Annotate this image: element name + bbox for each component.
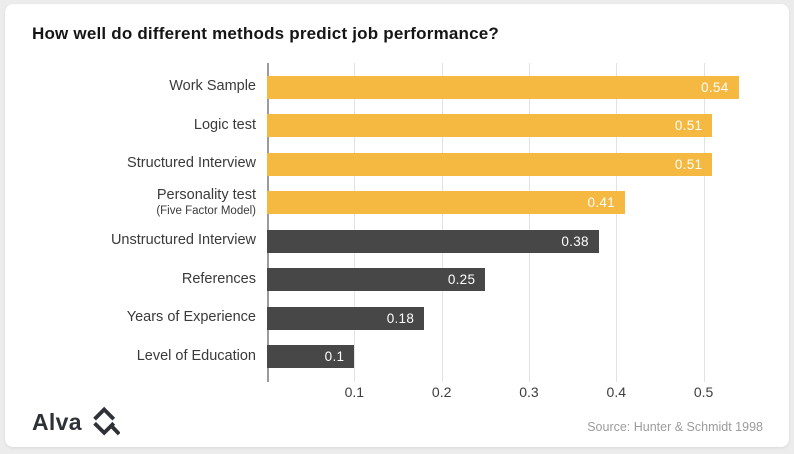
category-label-text: Personality test bbox=[156, 186, 256, 203]
category-label: Logic test bbox=[32, 107, 267, 146]
category-sublabel-text: (Five Factor Model) bbox=[156, 204, 256, 217]
category-labels-column: Work Sample Logic test Structured Intervie… bbox=[32, 68, 267, 376]
category-label: Unstructured Interview bbox=[32, 222, 267, 261]
alva-logo: Alva bbox=[32, 406, 120, 438]
bar-row: 0.51 bbox=[267, 145, 763, 184]
bar-value-label: 0.54 bbox=[701, 79, 729, 95]
bar-value-label: 0.18 bbox=[386, 310, 415, 326]
bar: 0.51 bbox=[267, 114, 713, 138]
bar: 0.41 bbox=[267, 191, 626, 215]
bar-value-label: 0.38 bbox=[561, 233, 589, 249]
gridline bbox=[616, 63, 618, 382]
category-label-text: Unstructured Interview bbox=[110, 232, 256, 249]
source-note: Source: Hunter & Schmidt 1998 bbox=[587, 420, 763, 434]
page-title: How well do different methods predict jo… bbox=[32, 24, 500, 43]
category-label: Work Sample bbox=[32, 68, 267, 107]
bar: 0.38 bbox=[267, 229, 599, 253]
category-label: Years of Experience bbox=[32, 299, 267, 338]
bar-row: 0.1 bbox=[267, 338, 763, 377]
category-label-text: Structured Interview bbox=[127, 155, 256, 172]
category-label-text: Years of Experience bbox=[126, 309, 256, 326]
alva-diamond-icon bbox=[93, 406, 120, 436]
bar-value-label: 0.51 bbox=[674, 156, 703, 172]
x-axis-tick-row: 0.1 0.2 0.3 0.4 0.5 bbox=[267, 382, 763, 404]
x-axis-tick-label: 0.2 bbox=[431, 384, 452, 400]
chart-footer: Alva Source: Hunter & Schmidt 1998 bbox=[32, 406, 763, 438]
chart-card: How well do different methods predict jo… bbox=[5, 4, 789, 447]
bar: 0.51 bbox=[267, 152, 713, 176]
bar-chart: Work Sample Logic test Structured Intervie… bbox=[32, 63, 763, 382]
bar-value-label: 0.41 bbox=[587, 195, 616, 211]
category-label-text: Work Sample bbox=[169, 78, 256, 95]
bar: 0.18 bbox=[267, 306, 425, 330]
bar-row: 0.25 bbox=[267, 261, 763, 300]
bar-row: 0.41 bbox=[267, 184, 763, 223]
bar: 0.1 bbox=[267, 345, 355, 369]
category-label: Personality test (Five Factor Model) bbox=[32, 184, 267, 223]
bar: 0.54 bbox=[267, 75, 739, 99]
category-label-text: Level of Education bbox=[136, 347, 256, 364]
x-axis-tick-label: 0.1 bbox=[344, 384, 365, 400]
gridline bbox=[441, 63, 443, 382]
x-axis-tick-label: 0.3 bbox=[519, 384, 539, 400]
bar-row: 0.18 bbox=[267, 299, 763, 338]
category-label: Structured Interview bbox=[32, 145, 267, 184]
y-axis-line bbox=[267, 63, 269, 382]
gridline bbox=[703, 63, 705, 382]
bar-row: 0.38 bbox=[267, 222, 763, 261]
bar-value-label: 0.51 bbox=[674, 118, 703, 134]
bar-row: 0.51 bbox=[267, 107, 763, 146]
bar: 0.25 bbox=[267, 268, 486, 292]
bar-value-label: 0.1 bbox=[324, 349, 345, 365]
category-label: Level of Education bbox=[32, 338, 267, 377]
alva-logo-text: Alva bbox=[32, 408, 82, 435]
plot-area: 0.54 0.51 0.51 0.41 0.38 0.25 0.18 0.1 bbox=[267, 63, 763, 382]
category-label: References bbox=[32, 261, 267, 300]
bar-row: 0.54 bbox=[267, 68, 763, 107]
category-label-text: References bbox=[181, 270, 256, 287]
x-axis-tick-label: 0.4 bbox=[606, 384, 627, 400]
gridline bbox=[528, 63, 530, 382]
gridline bbox=[354, 63, 356, 382]
x-axis-tick-label: 0.5 bbox=[693, 384, 714, 400]
category-label-text: Logic test bbox=[193, 116, 256, 133]
bar-value-label: 0.25 bbox=[447, 272, 476, 288]
